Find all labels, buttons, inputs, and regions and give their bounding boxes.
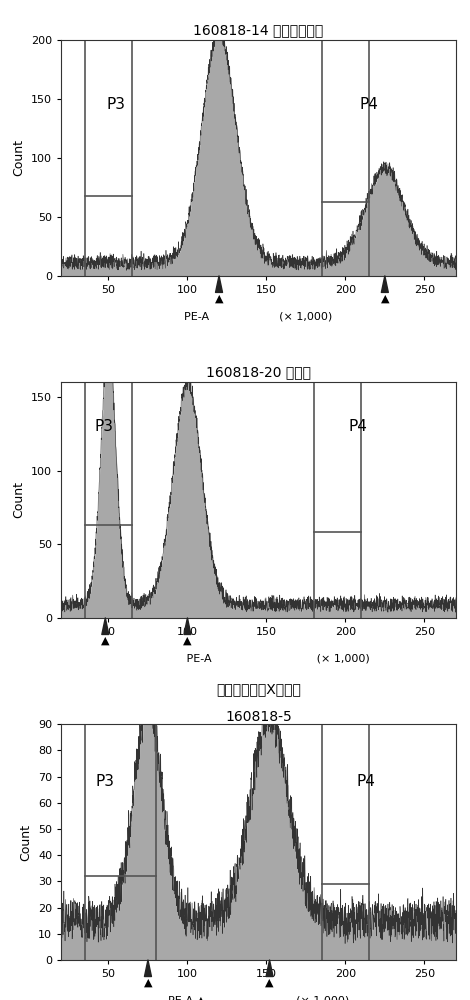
Text: ▲: ▲ xyxy=(381,294,389,304)
Title: 160818-14 埃塞俄比亚芥: 160818-14 埃塞俄比亚芥 xyxy=(193,23,324,37)
Text: ▲: ▲ xyxy=(144,978,152,988)
Text: P4: P4 xyxy=(356,774,376,789)
Y-axis label: Count: Count xyxy=(19,824,32,861)
Text: ▲: ▲ xyxy=(101,636,110,646)
Text: P3: P3 xyxy=(94,419,113,434)
Y-axis label: Count: Count xyxy=(13,481,25,518)
X-axis label: PE-A                    (× 1,000): PE-A (× 1,000) xyxy=(184,312,333,322)
Text: ▲: ▲ xyxy=(265,978,274,988)
Text: P4: P4 xyxy=(349,419,368,434)
Text: P3: P3 xyxy=(96,774,115,789)
X-axis label:            PE-A                              (× 1,000): PE-A (× 1,000) xyxy=(148,654,369,664)
Title: 160818-5: 160818-5 xyxy=(225,710,292,724)
X-axis label: PE-A ▲                          (× 1,000): PE-A ▲ (× 1,000) xyxy=(168,996,349,1000)
Text: ▲: ▲ xyxy=(183,636,192,646)
Y-axis label: Count: Count xyxy=(12,139,25,176)
Text: P4: P4 xyxy=(360,97,378,112)
Text: 埃塞俄比亚芥X小白菜: 埃塞俄比亚芥X小白菜 xyxy=(216,682,301,696)
Text: P3: P3 xyxy=(107,97,126,112)
Text: ▲: ▲ xyxy=(215,294,223,304)
Title: 160818-20 小白菜: 160818-20 小白菜 xyxy=(206,365,311,379)
